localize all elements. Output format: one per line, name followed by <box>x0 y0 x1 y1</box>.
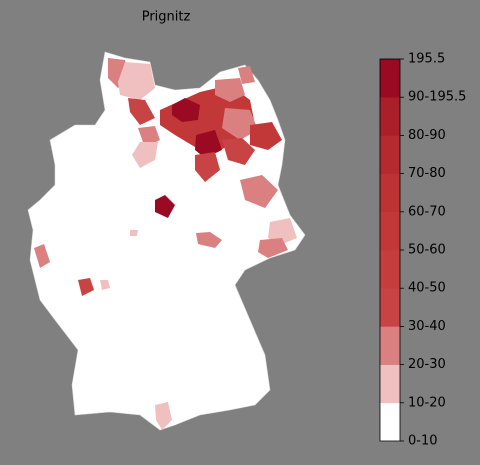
colorbar-segment <box>380 59 400 98</box>
colorbar-segment <box>380 402 400 442</box>
colorbar-label: 0-10 <box>408 434 438 449</box>
region <box>258 238 288 258</box>
germany-map <box>27 51 306 431</box>
colorbar-label: 30-40 <box>408 319 446 334</box>
colorbar-label: 195.5 <box>408 52 445 67</box>
colorbar-label: 50-60 <box>408 243 446 258</box>
region <box>130 230 138 236</box>
colorbar-label: 10-20 <box>408 395 446 410</box>
colorbar-label: 90-195.5 <box>408 90 466 105</box>
colorbar-label: 70-80 <box>408 166 446 181</box>
region <box>34 244 50 268</box>
map-title: Prignitz <box>142 10 191 25</box>
region <box>78 278 94 296</box>
colorbar-segment <box>380 97 400 136</box>
region <box>155 402 172 430</box>
region <box>268 218 297 245</box>
region <box>100 280 110 290</box>
colorbar-segment <box>380 211 400 251</box>
colorbar-segment <box>380 135 400 174</box>
region <box>195 152 220 182</box>
region <box>215 78 245 102</box>
region <box>250 122 282 150</box>
region <box>155 195 175 218</box>
region <box>128 98 155 125</box>
region <box>195 130 222 158</box>
region <box>222 108 258 140</box>
region <box>196 232 222 248</box>
colorbar-label: 60-70 <box>408 204 446 219</box>
colorbar-label: 40-50 <box>408 281 446 296</box>
colorbar-segment <box>380 288 400 327</box>
region <box>238 66 255 84</box>
colorbar-label: 80-90 <box>408 128 446 143</box>
colorbar-segment <box>380 173 400 213</box>
colorbar: 0-10 10-20 20-30 30-40 40-50 50-60 60-70 70-80 8… <box>379 52 466 449</box>
region <box>118 62 155 100</box>
colorbar-segment <box>380 364 400 404</box>
colorbar-segment <box>380 250 400 289</box>
colorbar-label: 20-30 <box>408 357 446 372</box>
region <box>240 175 278 208</box>
region <box>172 98 200 122</box>
region <box>222 138 255 165</box>
colorbar-segment <box>380 326 400 365</box>
region <box>132 142 158 168</box>
